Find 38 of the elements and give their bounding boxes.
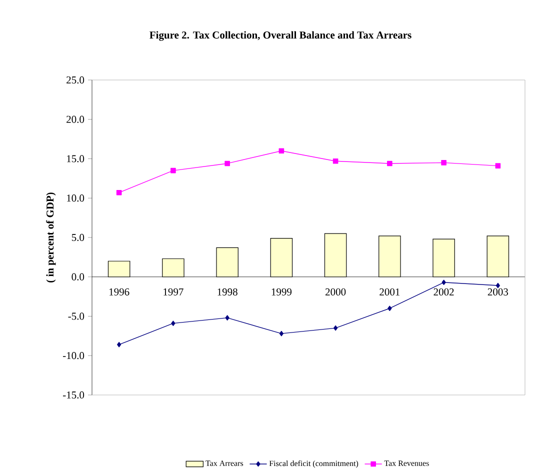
legend-label: Fiscal deficit (commitment) <box>269 460 358 468</box>
x-tick-label: 1997 <box>164 288 184 296</box>
x-tick-label: 1996 <box>109 288 130 296</box>
point <box>170 168 176 174</box>
point <box>279 330 284 336</box>
point <box>496 282 500 288</box>
x-tick-label: 1998 <box>218 288 238 296</box>
y-axis-title: ( in percent of GDP) <box>46 192 56 282</box>
point <box>495 163 501 168</box>
y-tick-label: 20.0 <box>66 116 84 123</box>
point <box>278 148 284 154</box>
y-tick-label: -15.0 <box>62 391 84 399</box>
y-tick-label: 15.0 <box>67 155 84 162</box>
y-tick-label: 5.0 <box>72 234 84 242</box>
point <box>388 306 392 312</box>
point <box>116 190 122 196</box>
x-tick-label: 1999 <box>272 288 292 296</box>
point <box>333 325 338 331</box>
point <box>332 158 338 164</box>
y-tick-label: 25.0 <box>66 76 84 84</box>
y-tick-label: 10.0 <box>67 194 84 202</box>
legend-label: Tax Revenues <box>384 460 429 466</box>
point <box>224 160 230 166</box>
legend-label: Tax Arrears <box>206 460 244 466</box>
x-tick-label: 2000 <box>326 288 346 296</box>
point <box>225 315 230 320</box>
x-tick-label: 2001 <box>380 288 400 296</box>
y-tick-label: -5.0 <box>68 312 84 320</box>
chart-title: Figure 2. Tax Collection, Overall Balance and Tax Arrears <box>150 31 412 41</box>
x-tick-label: 2002 <box>434 288 454 296</box>
y-tick-label: 0.0 <box>72 273 84 280</box>
point <box>442 280 446 286</box>
point <box>116 342 122 348</box>
point <box>441 160 446 166</box>
x-tick-label: 2003 <box>488 288 508 296</box>
y-tick-label: -10.0 <box>62 352 84 360</box>
point <box>171 320 176 326</box>
point <box>387 160 392 166</box>
